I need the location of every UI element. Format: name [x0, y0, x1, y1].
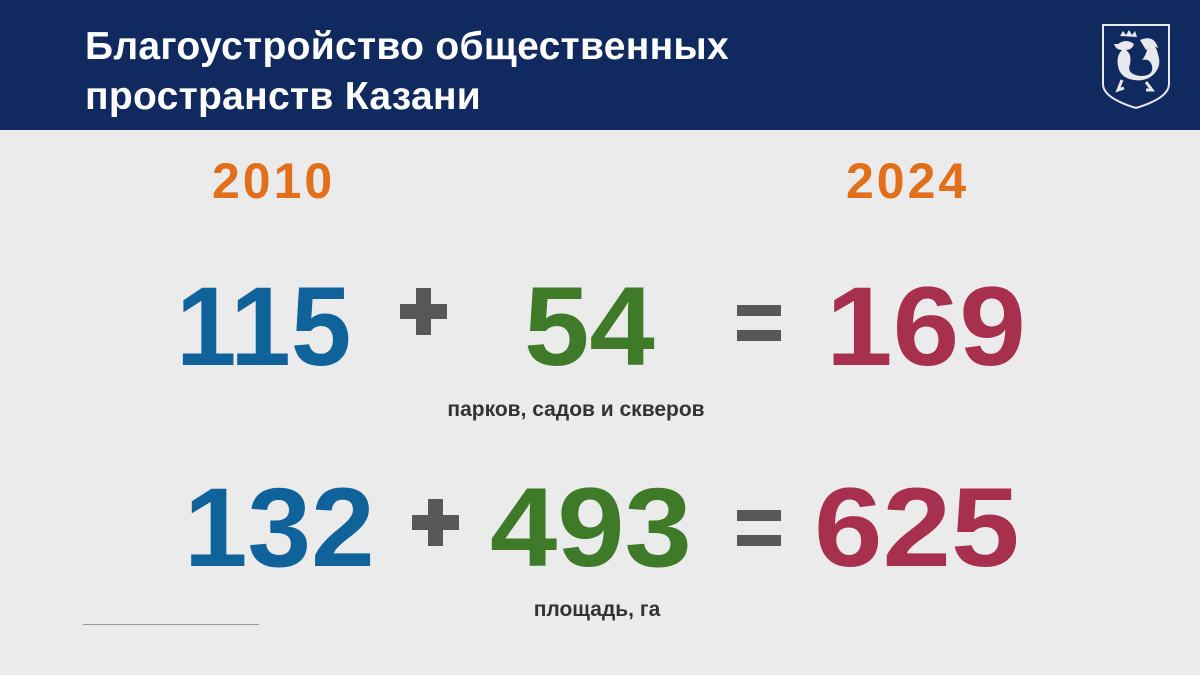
plus-sign	[400, 288, 447, 335]
title-line-1: Благоустройство общественных	[85, 25, 730, 68]
page-title: Благоустройство общественных пространств…	[85, 22, 729, 122]
year-end: 2024	[846, 153, 970, 209]
parks-added: 54	[524, 264, 655, 389]
equals-sign	[737, 305, 781, 341]
area-added: 493	[490, 465, 692, 590]
kazan-coat-of-arms-icon	[1102, 24, 1170, 110]
title-line-2: пространств Казани	[85, 75, 482, 118]
area-2010: 132	[184, 465, 375, 590]
equals-sign	[737, 510, 781, 546]
header-banner: Благоустройство общественных пространств…	[0, 0, 1200, 130]
area-2024: 625	[814, 465, 1020, 590]
year-start: 2010	[212, 153, 336, 209]
parks-count-2024: 169	[826, 264, 1026, 389]
plus-sign	[412, 499, 459, 546]
parks-count-2010: 115	[176, 264, 352, 389]
parks-caption: парков, садов и скверов	[447, 398, 705, 421]
area-caption: площадь, га	[533, 598, 661, 621]
divider-line	[83, 624, 259, 625]
